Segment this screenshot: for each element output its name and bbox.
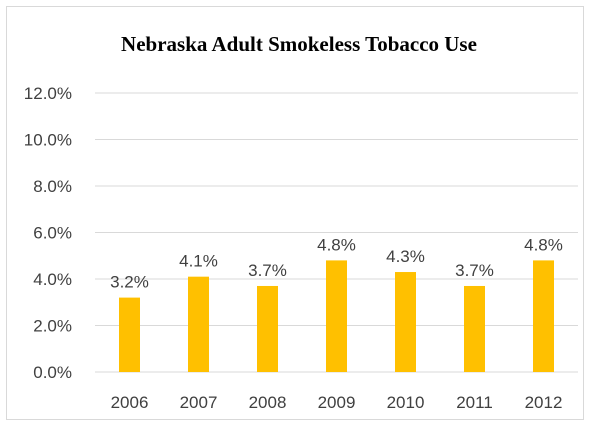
x-tick-label: 2010 <box>387 393 425 412</box>
data-label: 3.7% <box>455 261 494 280</box>
x-tick-label: 2006 <box>111 393 149 412</box>
x-tick-label: 2011 <box>456 393 493 412</box>
bars <box>119 260 554 372</box>
data-label: 4.8% <box>317 235 356 254</box>
bar <box>533 260 554 372</box>
data-label: 3.7% <box>248 261 287 280</box>
data-labels: 3.2% 4.1% 3.7% 4.8% 4.3% 3.7% 4.8% <box>110 235 563 291</box>
bar <box>188 276 209 372</box>
bar <box>395 272 416 372</box>
bar <box>464 285 485 372</box>
y-tick-label: 12.0% <box>24 84 72 103</box>
x-tick-label: 2009 <box>318 393 356 412</box>
data-label: 4.3% <box>386 247 425 266</box>
chart-title: Nebraska Adult Smokeless Tobacco Use <box>121 32 477 56</box>
y-axis-ticks: 0.0% 2.0% 4.0% 6.0% 8.0% 10.0% 12.0% <box>24 84 72 382</box>
data-label: 4.8% <box>524 235 563 254</box>
x-tick-label: 2008 <box>249 393 287 412</box>
bar <box>257 285 278 372</box>
y-tick-label: 6.0% <box>33 224 72 243</box>
y-tick-label: 4.0% <box>33 270 72 289</box>
data-label: 4.1% <box>179 252 218 271</box>
y-tick-label: 8.0% <box>33 177 72 196</box>
bar <box>119 297 140 372</box>
x-tick-label: 2012 <box>525 393 563 412</box>
chart-frame <box>6 6 584 420</box>
bar <box>326 260 347 372</box>
y-tick-label: 0.0% <box>33 363 72 382</box>
data-label: 3.2% <box>110 273 149 292</box>
x-axis-ticks: 2006 2007 2008 2009 2010 2011 2012 <box>111 393 563 412</box>
x-tick-label: 2007 <box>180 393 218 412</box>
y-tick-label: 2.0% <box>33 317 72 336</box>
y-tick-label: 10.0% <box>24 131 72 150</box>
